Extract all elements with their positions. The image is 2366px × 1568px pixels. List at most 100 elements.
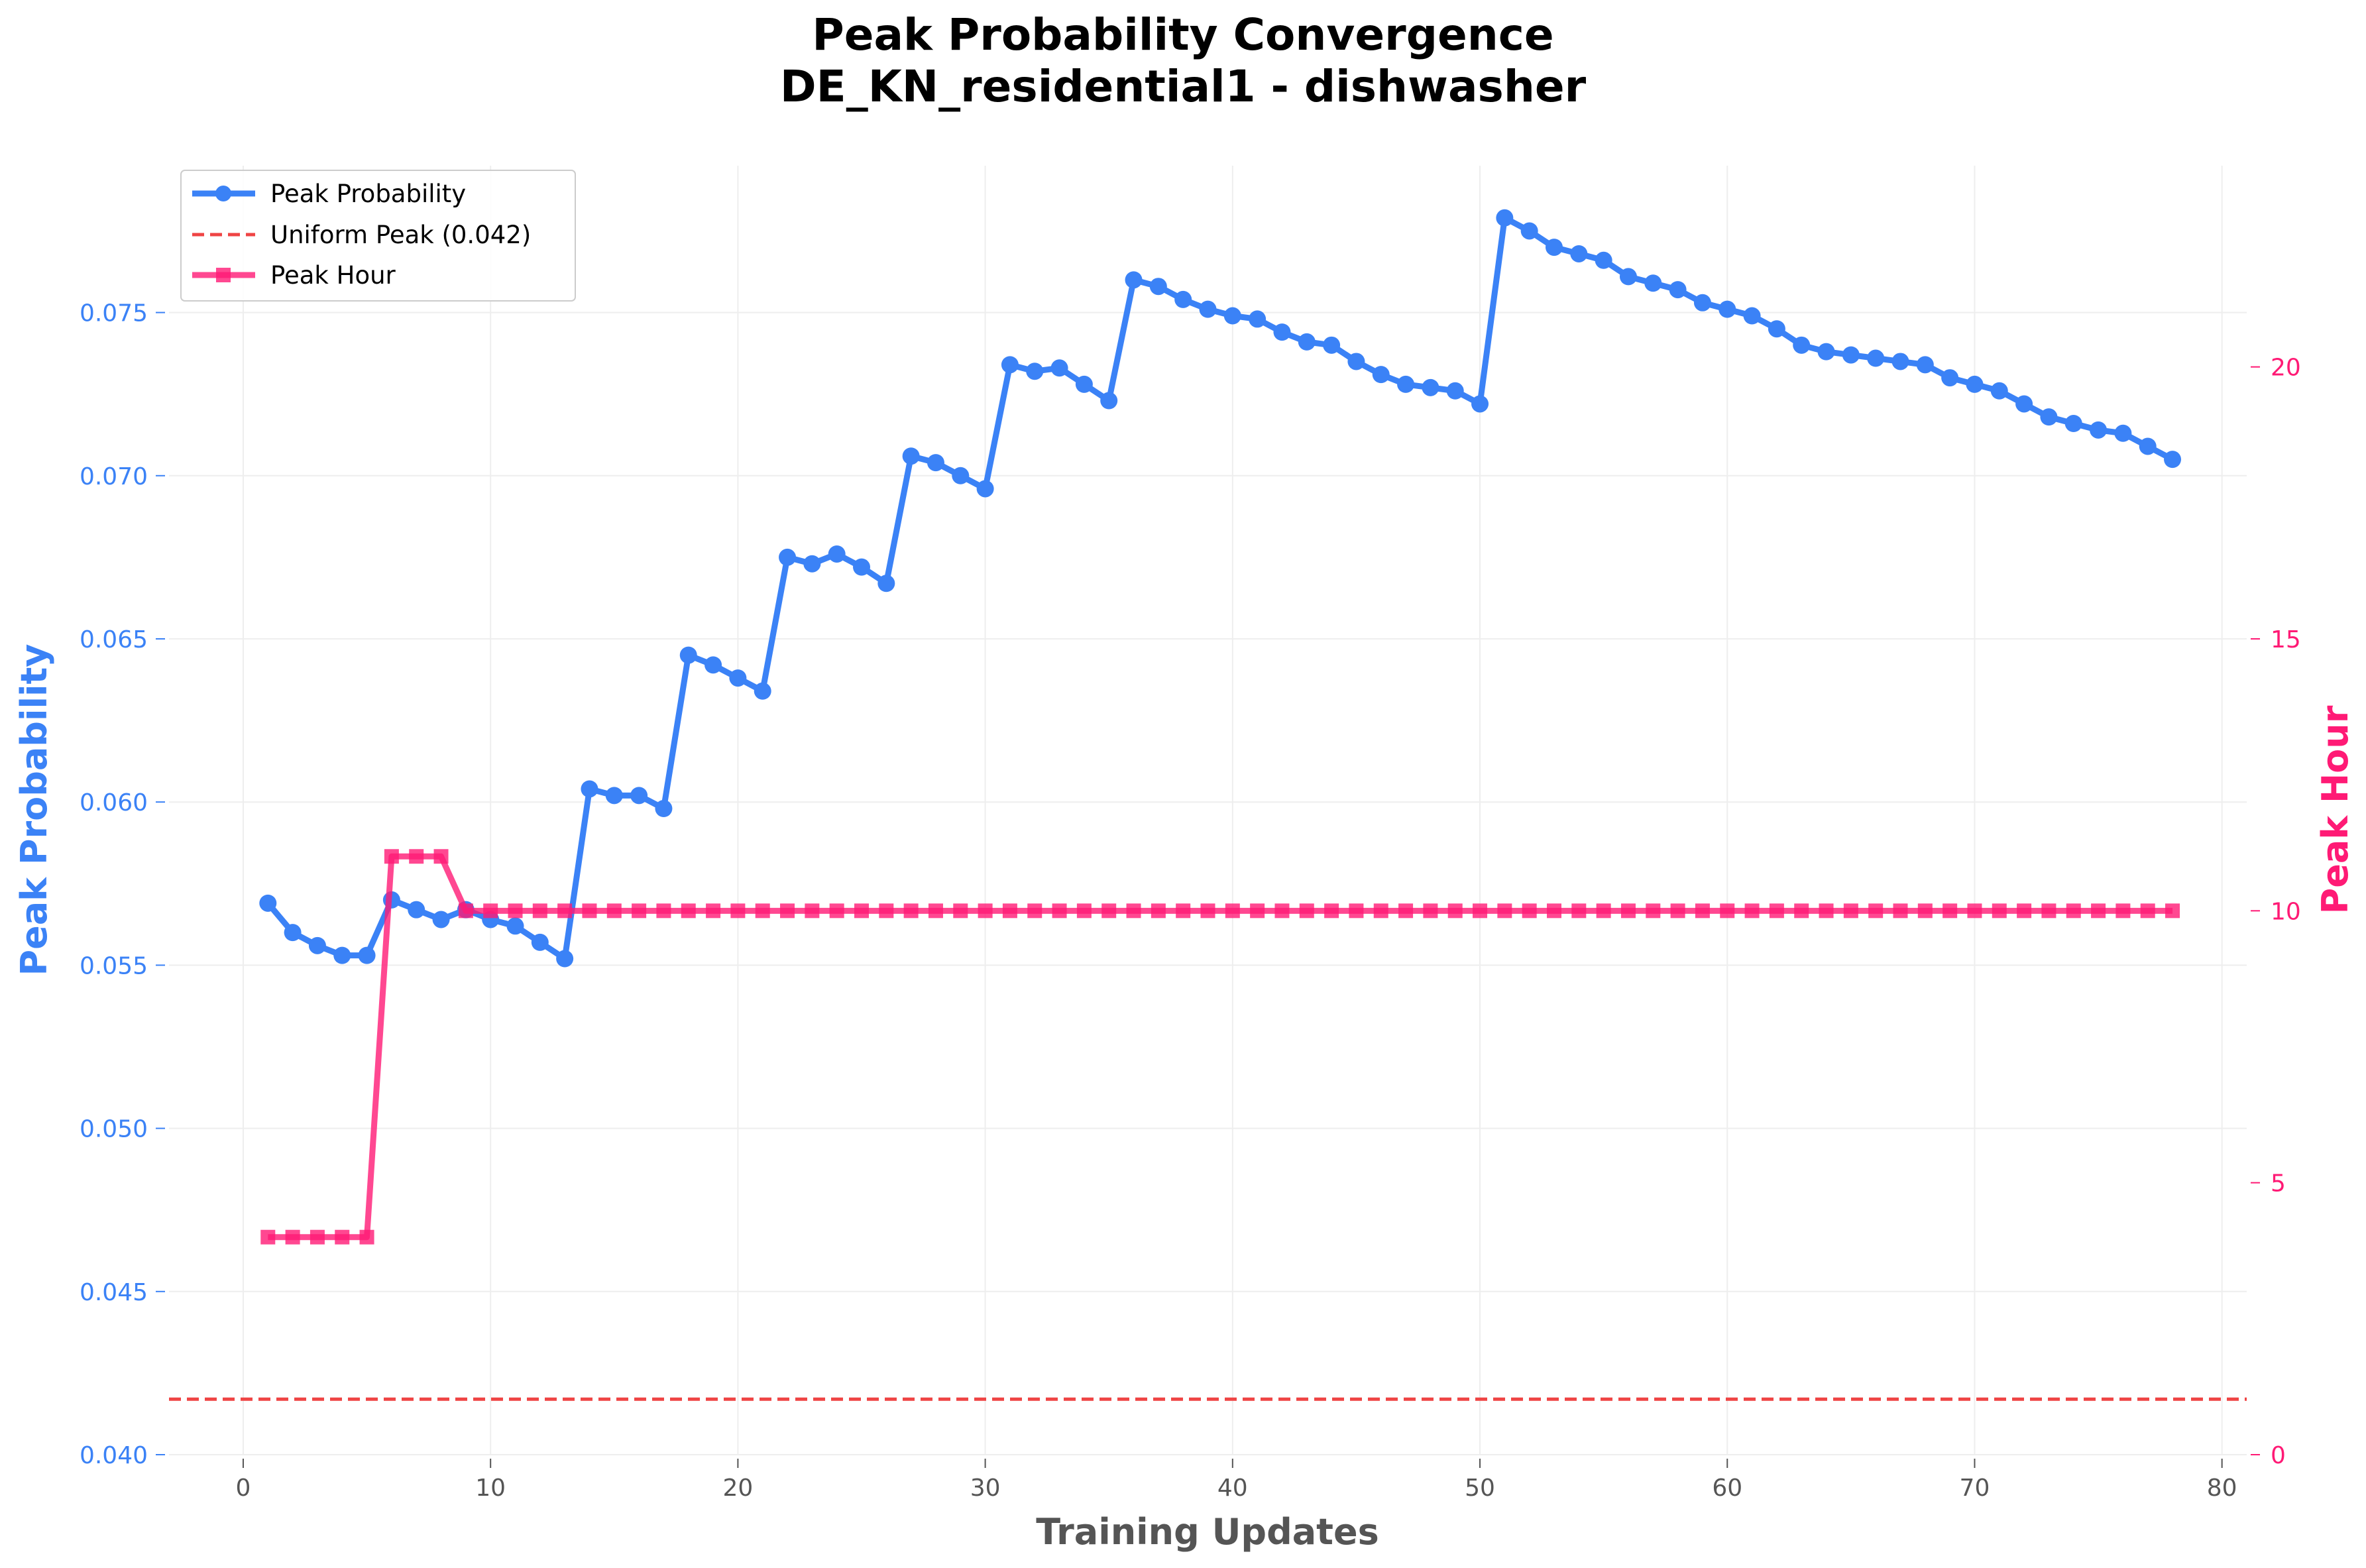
peak-hour-point: [1769, 903, 1784, 919]
legend-item-peak-hour: Peak Hour: [192, 261, 396, 290]
peak-probability-point: [2139, 437, 2157, 455]
peak-hour-point: [1967, 903, 1982, 919]
peak-hour-point: [359, 1229, 374, 1245]
peak-probability-point: [1570, 245, 1588, 262]
peak-hour-point: [1423, 903, 1438, 919]
peak-probability-point: [605, 787, 623, 805]
peak-probability-point: [1669, 281, 1687, 299]
peak-probability-point: [877, 575, 895, 592]
chart-title: Peak Probability Convergence: [812, 9, 1553, 60]
peak-hour-point: [409, 849, 424, 864]
peak-probability-point: [556, 950, 574, 968]
peak-hour-point: [1646, 903, 1661, 919]
peak-hour-point: [1571, 903, 1587, 919]
peak-hour-point: [1052, 903, 1067, 919]
peak-hour-point: [953, 903, 968, 919]
peak-probability-point: [1867, 349, 1885, 367]
y-axis-label: Peak Probability: [13, 644, 55, 976]
peak-probability-point: [1199, 300, 1217, 318]
peak-probability-point: [1422, 378, 1439, 396]
peak-probability-point: [1546, 239, 1563, 256]
x-tick-label: 40: [1217, 1475, 1248, 1502]
left-tick-label: 0.070: [80, 463, 148, 490]
chart-subtitle: DE_KN_residential1 - dishwasher: [780, 61, 1587, 112]
peak-probability-point: [754, 682, 771, 700]
peak-probability-point: [1397, 375, 1415, 393]
peak-probability-point: [1100, 392, 1118, 410]
peak-hour-point: [829, 903, 844, 919]
peak-probability-point: [1793, 336, 1811, 354]
peak-hour-point: [681, 903, 696, 919]
peak-hour-point: [1720, 903, 1735, 919]
peak-probability-point: [1595, 251, 1612, 269]
legend-item-uniform-peak: Uniform Peak (0.042): [192, 221, 531, 249]
peak-probability-point: [581, 780, 598, 798]
peak-hour-point: [1473, 903, 1488, 919]
peak-probability-point: [1223, 307, 1241, 325]
peak-probability-point: [1941, 369, 1959, 387]
legend-label-uniform-peak: Uniform Peak (0.042): [270, 221, 531, 249]
x-tick-label: 0: [236, 1475, 251, 1502]
peak-hour-point: [978, 903, 993, 919]
peak-probability-point: [1273, 323, 1291, 341]
peak-probability-point: [1990, 382, 2008, 400]
y2-axis-label: Peak Hour: [2314, 705, 2356, 914]
legend-item-peak-probability: Peak Probability: [192, 180, 466, 208]
left-tick-label: 0.045: [80, 1279, 148, 1306]
left-axis-ticks: 0.040 0.045 0.050 0.055 0.060 0.065 0.070 0.075: [80, 300, 165, 1469]
peak-probability-point: [259, 894, 277, 912]
peak-hour-point: [1447, 903, 1463, 919]
peak-hour-point: [384, 849, 399, 864]
peak-hour-point: [1843, 903, 1858, 919]
peak-hour-point: [706, 903, 721, 919]
peak-probability-point: [1520, 222, 1538, 240]
peak-hour-point: [532, 903, 547, 919]
peak-probability-point: [1174, 290, 1192, 308]
x-tick-label: 30: [970, 1475, 1001, 1502]
peak-hour-point: [1002, 903, 1017, 919]
peak-hour-point: [1868, 903, 1884, 919]
x-tick-label: 50: [1465, 1475, 1495, 1502]
peak-hour-point: [1126, 903, 1141, 919]
peak-hour-point: [928, 903, 943, 919]
right-axis-ticks: 0 5 10 15 20: [2251, 355, 2301, 1469]
peak-probability-point: [655, 800, 673, 818]
peak-probability-point: [1619, 268, 1637, 286]
grid-lines: [169, 166, 2247, 1455]
peak-probability-point: [2114, 424, 2132, 442]
peak-probability-point: [803, 555, 821, 573]
peak-hour-point: [1819, 903, 1834, 919]
peak-probability-line: [265, 215, 2174, 962]
peak-hour-point: [1274, 903, 1290, 919]
peak-hour-point: [260, 1229, 276, 1245]
peak-hour-point: [1225, 903, 1240, 919]
left-tick-label: 0.040: [80, 1442, 148, 1469]
peak-probability-point: [1693, 294, 1711, 311]
right-tick-label: 15: [2271, 626, 2301, 653]
peak-hour-point: [433, 849, 449, 864]
peak-probability-point: [1644, 274, 1662, 292]
peak-probability-point: [927, 454, 944, 472]
left-tick-label: 0.075: [80, 300, 148, 327]
left-tick-label: 0.055: [80, 952, 148, 980]
peak-probability-point: [1966, 375, 1984, 393]
peak-hour-point: [903, 903, 919, 919]
legend-circle-marker-icon: [215, 186, 231, 201]
peak-probability-point: [1372, 366, 1390, 384]
right-tick-label: 20: [2271, 355, 2301, 382]
peak-probability-point: [1718, 300, 1736, 318]
peak-probability-point: [408, 901, 425, 919]
peak-hour-point: [1373, 903, 1388, 919]
peak-probability-point: [1001, 356, 1019, 374]
peak-hour-point: [1992, 903, 2007, 919]
peak-hour-point: [1076, 903, 1092, 919]
peak-hour-point: [1349, 903, 1364, 919]
peak-hour-line: [268, 853, 2173, 1241]
peak-probability-point: [1891, 353, 1909, 370]
peak-hour-point: [1893, 903, 1908, 919]
peak-hour-point: [1943, 903, 1958, 919]
peak-probability-point: [1298, 333, 1316, 351]
peak-probability-point: [1050, 359, 1068, 377]
peak-hour-point: [557, 903, 573, 919]
peak-probability-point: [432, 911, 450, 928]
